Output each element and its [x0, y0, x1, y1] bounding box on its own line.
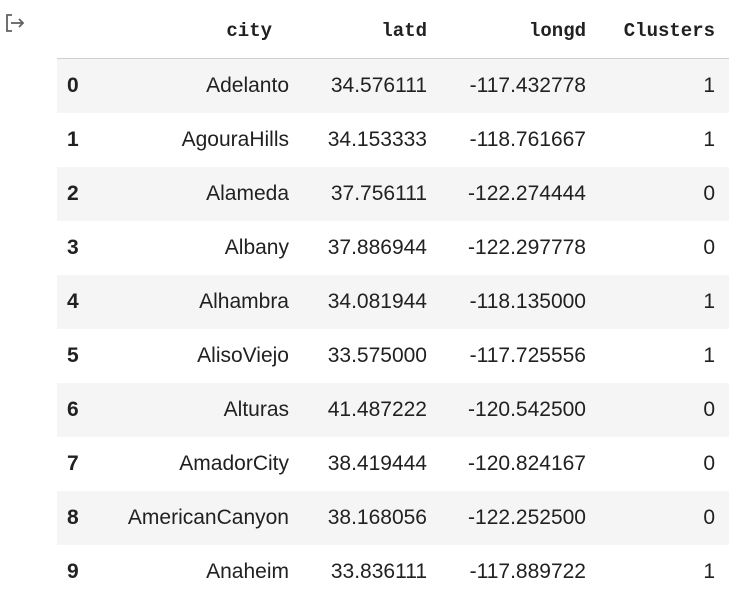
cell-clusters: 1 — [703, 343, 715, 367]
header-clusters: Clusters — [586, 4, 729, 59]
row-index: 1 — [67, 127, 79, 151]
cell-clusters: 1 — [703, 73, 715, 97]
cell-latd: 34.576111 — [330, 73, 427, 97]
cell-clusters: 0 — [703, 235, 715, 259]
cell-latd: 33.575000 — [327, 343, 427, 367]
cell-city: Albany — [224, 235, 289, 259]
cell-longd: -118.135000 — [469, 289, 586, 313]
header-latd: latd — [289, 4, 427, 59]
row-index: 4 — [67, 289, 79, 313]
cell-latd: 34.081944 — [327, 289, 427, 313]
table-row: 6 Alturas 41.487222 -120.542500 0 — [57, 382, 729, 437]
cell-city: Adelanto — [206, 73, 289, 97]
cell-clusters: 0 — [703, 451, 715, 475]
cell-city: AgouraHills — [181, 127, 289, 151]
cell-longd: -120.542500 — [468, 397, 586, 421]
row-index: 7 — [67, 451, 79, 475]
cell-longd: -117.725556 — [469, 343, 586, 367]
cell-city: AlisoViejo — [197, 343, 289, 367]
row-index: 3 — [67, 235, 79, 259]
table-row: 3 Albany 37.886944 -122.297778 0 — [57, 221, 729, 275]
table-row: 8 AmericanCanyon 38.168056 -122.252500 0 — [57, 490, 729, 545]
header-city: city — [102, 4, 289, 59]
cell-clusters: 1 — [703, 127, 715, 151]
row-index: 5 — [67, 343, 79, 367]
cell-longd: -118.761667 — [469, 127, 586, 151]
cell-clusters: 1 — [703, 559, 715, 583]
cell-latd: 37.886944 — [327, 235, 427, 259]
cell-clusters: 1 — [703, 289, 715, 313]
cell-longd: -117.432778 — [469, 73, 586, 97]
header-row: city latd longd Clusters — [57, 4, 729, 59]
header-index — [57, 4, 102, 59]
cell-city: Anaheim — [206, 559, 289, 583]
cell-latd: 37.756111 — [330, 181, 427, 205]
dataframe-output: city latd longd Clusters 0 Adelanto 34.576… — [57, 4, 729, 599]
table-row: 1 AgouraHills 34.153333 -118.761667 1 — [57, 113, 729, 167]
output-arrow-icon — [4, 12, 26, 34]
cell-latd: 38.419444 — [327, 451, 427, 475]
cell-longd: -122.252500 — [468, 505, 586, 529]
table-row: 0 Adelanto 34.576111 -117.432778 1 — [57, 58, 729, 113]
cell-clusters: 0 — [703, 505, 715, 529]
row-index: 9 — [67, 559, 79, 583]
cell-clusters: 0 — [703, 397, 715, 421]
cell-longd: -122.297778 — [468, 235, 586, 259]
cell-city: Alturas — [223, 397, 289, 421]
cell-latd: 34.153333 — [327, 127, 427, 151]
cell-city: AmadorCity — [179, 451, 289, 475]
cell-latd: 41.487222 — [327, 397, 427, 421]
table-row: 4 Alhambra 34.081944 -118.135000 1 — [57, 274, 729, 329]
cell-longd: -120.824167 — [468, 451, 586, 475]
cell-longd: -122.274444 — [468, 181, 586, 205]
cell-clusters: 0 — [703, 181, 715, 205]
cell-latd: 38.168056 — [327, 505, 427, 529]
row-index: 0 — [67, 73, 79, 97]
row-index: 6 — [67, 397, 79, 421]
table-row: 7 AmadorCity 38.419444 -120.824167 0 — [57, 437, 729, 491]
row-index: 2 — [67, 181, 79, 205]
cell-city: AmericanCanyon — [127, 505, 289, 529]
table-row: 9 Anaheim 33.836111 -117.889722 1 — [57, 545, 729, 599]
cell-city: Alameda — [206, 181, 289, 205]
row-index: 8 — [67, 505, 79, 529]
dataframe-table: city latd longd Clusters 0 Adelanto 34.576… — [57, 4, 729, 599]
table-row: 2 Alameda 37.756111 -122.274444 0 — [57, 166, 729, 221]
header-longd: longd — [427, 4, 586, 59]
cell-city: Alhambra — [199, 289, 289, 313]
table-row: 5 AlisoViejo 33.575000 -117.725556 1 — [57, 329, 729, 383]
cell-longd: -117.889722 — [469, 559, 586, 583]
cell-latd: 33.836111 — [330, 559, 427, 583]
